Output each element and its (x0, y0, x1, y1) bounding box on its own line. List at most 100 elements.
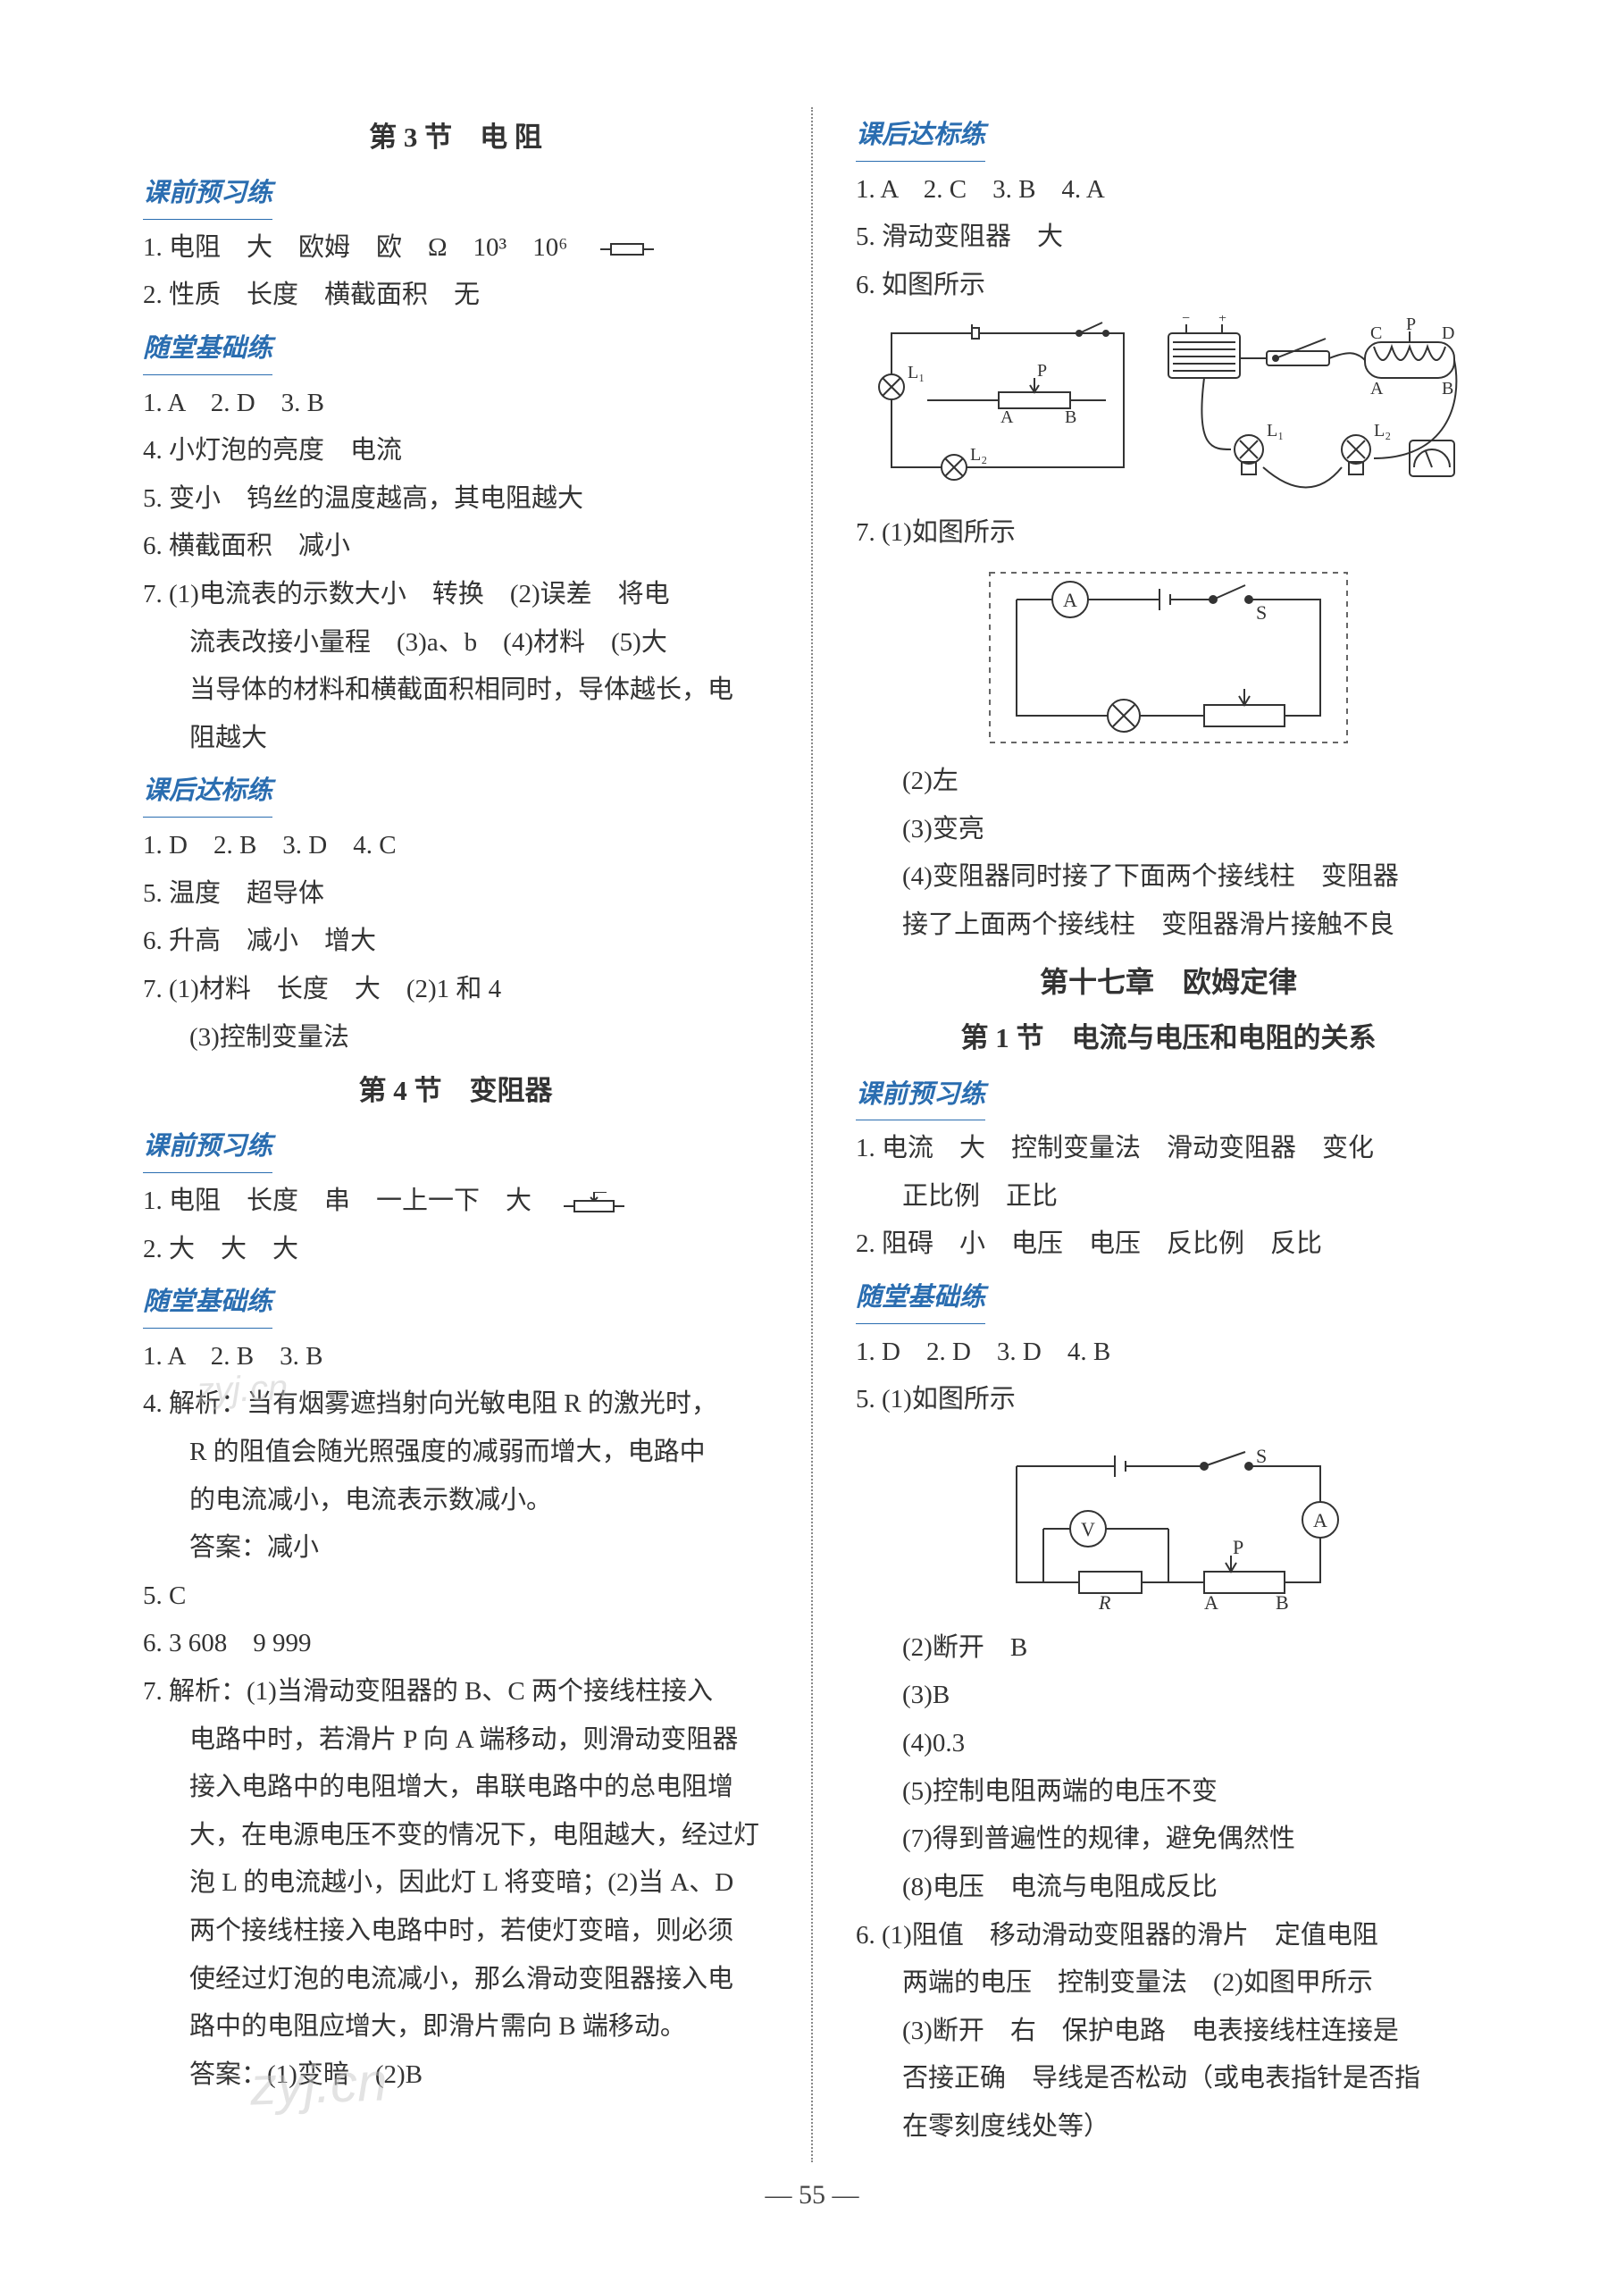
label-V: V (1081, 1518, 1095, 1540)
text-line: 4. 小灯泡的亮度 电流 (143, 428, 768, 474)
text-line: (4)0.3 (856, 1721, 1481, 1767)
text-line: 1. A 2. B 3. B (143, 1334, 768, 1380)
text-line: 1. 电流 大 控制变量法 滑动变阻器 变化 (856, 1126, 1481, 1172)
text-line: 6. 3 608 9 999 (143, 1621, 768, 1667)
text-line: 使经过灯泡的电流减小，那么滑动变阻器接入电 (143, 1957, 768, 2003)
text-line: 5. (1)如图所示 (856, 1377, 1481, 1423)
label-S: S (1256, 601, 1267, 624)
label-A: A (1063, 589, 1077, 611)
text-line: 两个接线柱接入电路中时，若使灯变暗，则必须 (143, 1908, 768, 1955)
text-line: 阻越大 (143, 716, 768, 762)
text-line: 接入电路中的电阻增大，串联电路中的总电阻增 (143, 1765, 768, 1811)
text-line: 两端的电压 控制变量法 (2)如图甲所示 (856, 1960, 1481, 2007)
label-B2: B (1442, 379, 1453, 398)
text-line: 大，在电源电压不变的情况下，电阻越大，经过灯 (143, 1813, 768, 1859)
subhead-base: 随堂基础练 (143, 1279, 272, 1329)
text-line: 1. 电阻 大 欧姆 欧 Ω 10³ 10⁶ (143, 225, 768, 272)
page-num-value: 55 (799, 2180, 825, 2210)
text-line: 流表改接小量程 (3)a、b (4)材料 (5)大 (143, 620, 768, 667)
label-rB: B (1276, 1591, 1289, 1614)
text-line: 的电流减小，电流表示数减小。 (143, 1478, 768, 1524)
text-line: 5. 温度 超导体 (143, 871, 768, 918)
ch17-s1-title: 第 1 节 电流与电压和电阻的关系 (856, 1013, 1481, 1062)
label-L1p: L₁ (1267, 421, 1284, 440)
left-column: 第 3 节 电 阻 课前预习练 1. 电阻 大 欧姆 欧 Ω 10³ 10⁶ 2… (143, 107, 768, 2162)
text-line: 5. 滑动变阻器 大 (856, 214, 1481, 261)
label-L2: L₂ (970, 445, 987, 465)
label-P: P (1233, 1536, 1243, 1558)
column-divider (811, 107, 813, 2162)
label-P2: P (1406, 315, 1416, 334)
text-line: R 的阻值会随光照强度的减弱而增大，电路中 (143, 1430, 768, 1476)
label-B: B (1065, 407, 1076, 427)
text-line: 6. 升高 减小 增大 (143, 919, 768, 965)
text-line: 接了上面两个接线柱 变阻器滑片接触不良 (856, 902, 1481, 949)
text-line: 6. (1)阻值 移动滑动变阻器的滑片 定值电阻 (856, 1913, 1481, 1959)
text-line: 7. (1)材料 长度 大 (2)1 和 4 (143, 967, 768, 1013)
label-R: R (1098, 1591, 1111, 1614)
subhead-base: 随堂基础练 (856, 1275, 985, 1324)
text-line: 2. 阻碍 小 电压 电压 反比例 反比 (856, 1221, 1481, 1268)
text-line: (5)控制电阻两端的电压不变 (856, 1769, 1481, 1816)
label-L2p: L₂ (1374, 421, 1391, 440)
text-line: 电路中时，若滑片 P 向 A 端移动，则滑动变阻器 (143, 1717, 768, 1764)
text-line: 泡 L 的电流越小，因此灯 L 将变暗；(2)当 A、D (143, 1860, 768, 1907)
text-line: (3)控制变量法 (143, 1015, 768, 1061)
text-line: 1. A 2. C 3. B 4. A (856, 167, 1481, 214)
text-line: 6. 如图所示 (856, 263, 1481, 309)
text-line: 在零刻度线处等） (856, 2104, 1481, 2151)
svg-text:+: + (1218, 315, 1226, 326)
subhead-pre: 课前预习练 (143, 171, 272, 220)
subhead-base: 随堂基础练 (143, 326, 272, 375)
text-line: (2)断开 B (856, 1625, 1481, 1672)
label-L1: L₁ (908, 363, 925, 382)
label-A: A (1000, 407, 1014, 427)
label-C: C (1370, 323, 1382, 343)
text-line: 2. 大 大 大 (143, 1227, 768, 1273)
page-number: — 55 — (143, 2180, 1481, 2210)
label-D: D (1442, 323, 1454, 343)
text-line: 1. A 2. D 3. B (143, 381, 768, 427)
section-3-title: 第 3 节 电 阻 (143, 113, 768, 162)
label-A: A (1313, 1509, 1327, 1531)
text-line: (3)变亮 (856, 807, 1481, 853)
text-line: 2. 性质 长度 横截面积 无 (143, 273, 768, 319)
resistor-icon (600, 241, 654, 257)
text-line: 5. C (143, 1573, 768, 1620)
text-line: 1. D 2. D 3. D 4. B (856, 1330, 1481, 1376)
svg-text:−: − (1182, 315, 1190, 326)
text-line: (3)B (856, 1673, 1481, 1719)
label-A2: A (1370, 379, 1384, 398)
text-line: (8)电压 电流与电阻成反比 (856, 1865, 1481, 1911)
circuit-figure-6: L₁ L₂ P A B − + (874, 315, 1463, 503)
text-line: 否接正确 导线是否松动（或电表指针是否指 (856, 2056, 1481, 2102)
label-S: S (1256, 1445, 1267, 1467)
text-line: 7. (1)如图所示 (856, 510, 1481, 557)
answer-text: 1. 电阻 大 欧姆 欧 Ω 10³ 10⁶ (143, 233, 593, 262)
text-line: (3)断开 右 保护电路 电表接线柱连接是 (856, 2009, 1481, 2055)
text-line: 正比例 正比 (856, 1174, 1481, 1220)
text-line: 当导体的材料和横截面积相同时，导体越长，电 (143, 667, 768, 714)
text-line: 5. 变小 钨丝的温度越高，其电阻越大 (143, 476, 768, 523)
section-4-title: 第 4 节 变阻器 (143, 1066, 768, 1115)
circuit-figure-7: A S (981, 564, 1356, 751)
text-line: 4. 解析：当有烟雾遮挡射向光敏电阻 R 的激光时， (143, 1381, 768, 1428)
subhead-post: 课后达标练 (143, 768, 272, 818)
page-container: 第 3 节 电 阻 课前预习练 1. 电阻 大 欧姆 欧 Ω 10³ 10⁶ 2… (143, 107, 1481, 2162)
right-column: 课后达标练 1. A 2. C 3. B 4. A 5. 滑动变阻器 大 6. … (856, 107, 1481, 2162)
text-line: 答案：(1)变暗 (2)B (143, 2052, 768, 2099)
answer-text: 1. 电阻 长度 串 一上一下 大 (143, 1187, 557, 1215)
text-line: 7. (1)电流表的示数大小 转换 (2)误差 将电 (143, 572, 768, 618)
text-line: 6. 横截面积 减小 (143, 524, 768, 570)
text-line: (4)变阻器同时接了下面两个接线柱 变阻器 (856, 854, 1481, 901)
subhead-pre: 课前预习练 (856, 1072, 985, 1121)
text-line: (7)得到普遍性的规律，避免偶然性 (856, 1816, 1481, 1863)
label-P: P (1037, 361, 1047, 381)
text-line: 7. 解析：(1)当滑动变阻器的 B、C 两个接线柱接入 (143, 1669, 768, 1715)
text-line: 路中的电阻应增大，即滑片需向 B 端移动。 (143, 2004, 768, 2051)
subhead-pre: 课前预习练 (143, 1124, 272, 1173)
chapter-17-title: 第十七章 欧姆定律 (856, 957, 1481, 1008)
circuit-figure-5: V A S R P A B (981, 1430, 1356, 1618)
subhead-post: 课后达标练 (856, 113, 985, 162)
text-line: 1. D 2. B 3. D 4. C (143, 823, 768, 869)
